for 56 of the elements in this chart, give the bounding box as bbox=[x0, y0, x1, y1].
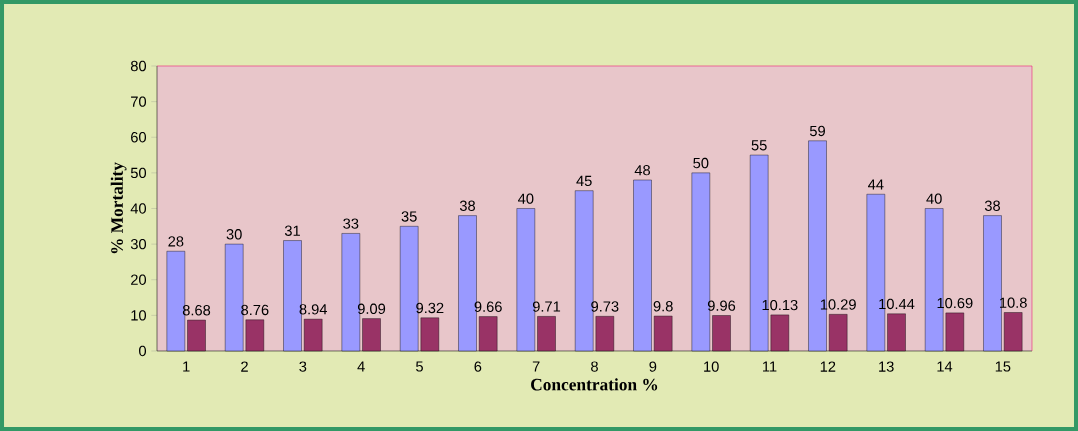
data-label: 9.71 bbox=[532, 301, 561, 312]
data-label: 9.09 bbox=[357, 303, 386, 314]
y-tick-label: 70 bbox=[131, 96, 147, 107]
data-label: 38 bbox=[459, 200, 476, 211]
x-axis-title: Concentration % bbox=[531, 378, 658, 391]
data-label: 30 bbox=[226, 229, 242, 240]
y-tick-label: 10 bbox=[131, 310, 147, 321]
x-tick-label: 9 bbox=[649, 361, 657, 372]
y-tick-label: 40 bbox=[130, 203, 147, 214]
x-tick-label: 14 bbox=[937, 361, 953, 372]
y-tick-label: 80 bbox=[130, 60, 147, 72]
data-label: 33 bbox=[343, 218, 359, 229]
x-tick-label: 13 bbox=[879, 361, 894, 372]
x-tick-label: 12 bbox=[820, 361, 836, 372]
data-label: 10.69 bbox=[937, 297, 973, 309]
data-label: 8.76 bbox=[241, 304, 269, 316]
x-tick-label: 1 bbox=[183, 361, 190, 372]
data-label: 8.68 bbox=[182, 305, 211, 316]
x-tick-label: 5 bbox=[416, 361, 423, 372]
data-label: 9.66 bbox=[474, 301, 502, 312]
y-tick-label: 50 bbox=[130, 167, 147, 179]
data-label: 45 bbox=[576, 175, 592, 187]
data-label: 48 bbox=[634, 164, 651, 176]
data-label: 9.73 bbox=[591, 301, 619, 312]
data-label: 10.8 bbox=[1000, 297, 1027, 308]
y-tick-label: 20 bbox=[131, 274, 147, 285]
data-label: 28 bbox=[168, 236, 184, 247]
data-label: 8.94 bbox=[299, 304, 328, 315]
y-axis-title: % Mortality bbox=[110, 162, 127, 254]
x-tick-label: 11 bbox=[763, 361, 777, 372]
data-label: 40 bbox=[518, 193, 534, 204]
y-tick-label: 60 bbox=[131, 132, 147, 143]
data-label: 38 bbox=[984, 200, 1000, 211]
data-label: 10.13 bbox=[762, 299, 798, 311]
data-label: 44 bbox=[868, 179, 884, 190]
data-label: 9.96 bbox=[707, 300, 736, 311]
data-label: 40 bbox=[926, 193, 942, 204]
x-tick-label: 15 bbox=[995, 361, 1011, 372]
data-label: 59 bbox=[809, 125, 825, 137]
x-tick-label: 10 bbox=[704, 361, 719, 372]
data-label: 10.29 bbox=[820, 299, 856, 310]
x-tick-label: 8 bbox=[591, 361, 598, 372]
x-tick-label: 6 bbox=[474, 361, 482, 372]
y-tick-label: 30 bbox=[130, 238, 147, 250]
data-label: 31 bbox=[284, 225, 300, 236]
x-tick-label: 4 bbox=[357, 361, 365, 372]
data-label: 10.44 bbox=[879, 298, 915, 310]
data-label: 35 bbox=[401, 211, 417, 222]
data-label: 50 bbox=[693, 157, 709, 169]
data-label: 9.8 bbox=[653, 301, 673, 312]
x-tick-label: 3 bbox=[299, 361, 307, 372]
x-tick-label: 7 bbox=[532, 361, 540, 372]
x-tick-label: 2 bbox=[241, 361, 248, 372]
data-label: 9.32 bbox=[416, 302, 444, 314]
y-tick-label: 0 bbox=[139, 345, 147, 357]
data-label: 55 bbox=[751, 140, 767, 151]
